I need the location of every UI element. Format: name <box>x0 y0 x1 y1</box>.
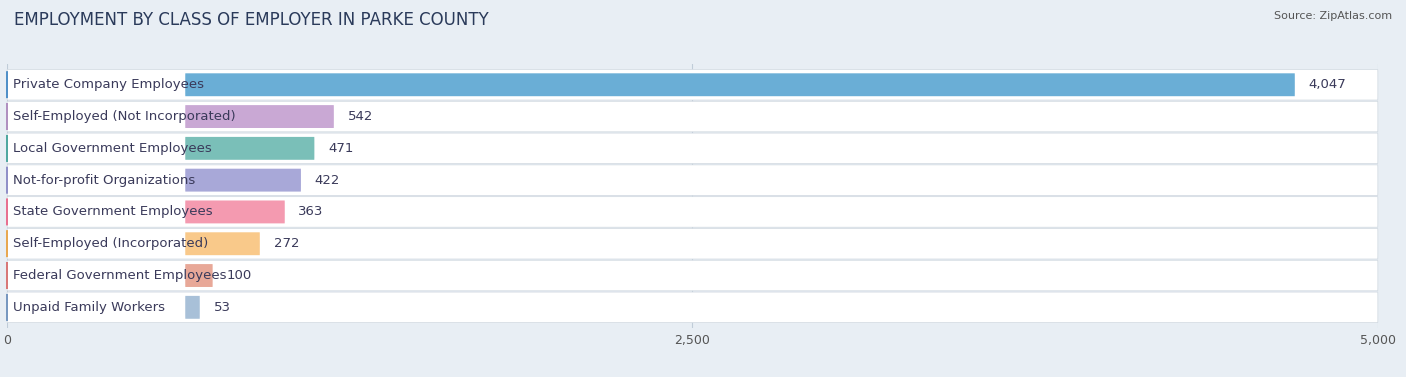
FancyBboxPatch shape <box>7 165 1378 195</box>
Text: Not-for-profit Organizations: Not-for-profit Organizations <box>13 174 195 187</box>
Text: EMPLOYMENT BY CLASS OF EMPLOYER IN PARKE COUNTY: EMPLOYMENT BY CLASS OF EMPLOYER IN PARKE… <box>14 11 489 29</box>
Text: Unpaid Family Workers: Unpaid Family Workers <box>13 301 165 314</box>
FancyBboxPatch shape <box>7 260 1378 291</box>
Text: 542: 542 <box>347 110 373 123</box>
FancyBboxPatch shape <box>7 69 1378 100</box>
Text: 53: 53 <box>214 301 231 314</box>
FancyBboxPatch shape <box>186 264 212 287</box>
FancyBboxPatch shape <box>7 101 1378 132</box>
Text: Local Government Employees: Local Government Employees <box>13 142 211 155</box>
Text: 272: 272 <box>274 237 299 250</box>
Text: Federal Government Employees: Federal Government Employees <box>13 269 226 282</box>
FancyBboxPatch shape <box>186 296 200 319</box>
FancyBboxPatch shape <box>186 201 285 224</box>
FancyBboxPatch shape <box>7 133 1378 164</box>
Text: 422: 422 <box>315 174 340 187</box>
Text: 363: 363 <box>298 205 323 218</box>
Text: 4,047: 4,047 <box>1309 78 1347 91</box>
FancyBboxPatch shape <box>186 137 315 160</box>
FancyBboxPatch shape <box>186 73 1295 96</box>
FancyBboxPatch shape <box>7 292 1378 323</box>
Text: 471: 471 <box>328 142 353 155</box>
Text: Source: ZipAtlas.com: Source: ZipAtlas.com <box>1274 11 1392 21</box>
FancyBboxPatch shape <box>186 169 301 192</box>
Text: Self-Employed (Incorporated): Self-Employed (Incorporated) <box>13 237 208 250</box>
Text: Private Company Employees: Private Company Employees <box>13 78 204 91</box>
FancyBboxPatch shape <box>7 197 1378 227</box>
FancyBboxPatch shape <box>186 105 333 128</box>
Text: 100: 100 <box>226 269 252 282</box>
Text: Self-Employed (Not Incorporated): Self-Employed (Not Incorporated) <box>13 110 235 123</box>
FancyBboxPatch shape <box>186 232 260 255</box>
FancyBboxPatch shape <box>7 228 1378 259</box>
Text: State Government Employees: State Government Employees <box>13 205 212 218</box>
